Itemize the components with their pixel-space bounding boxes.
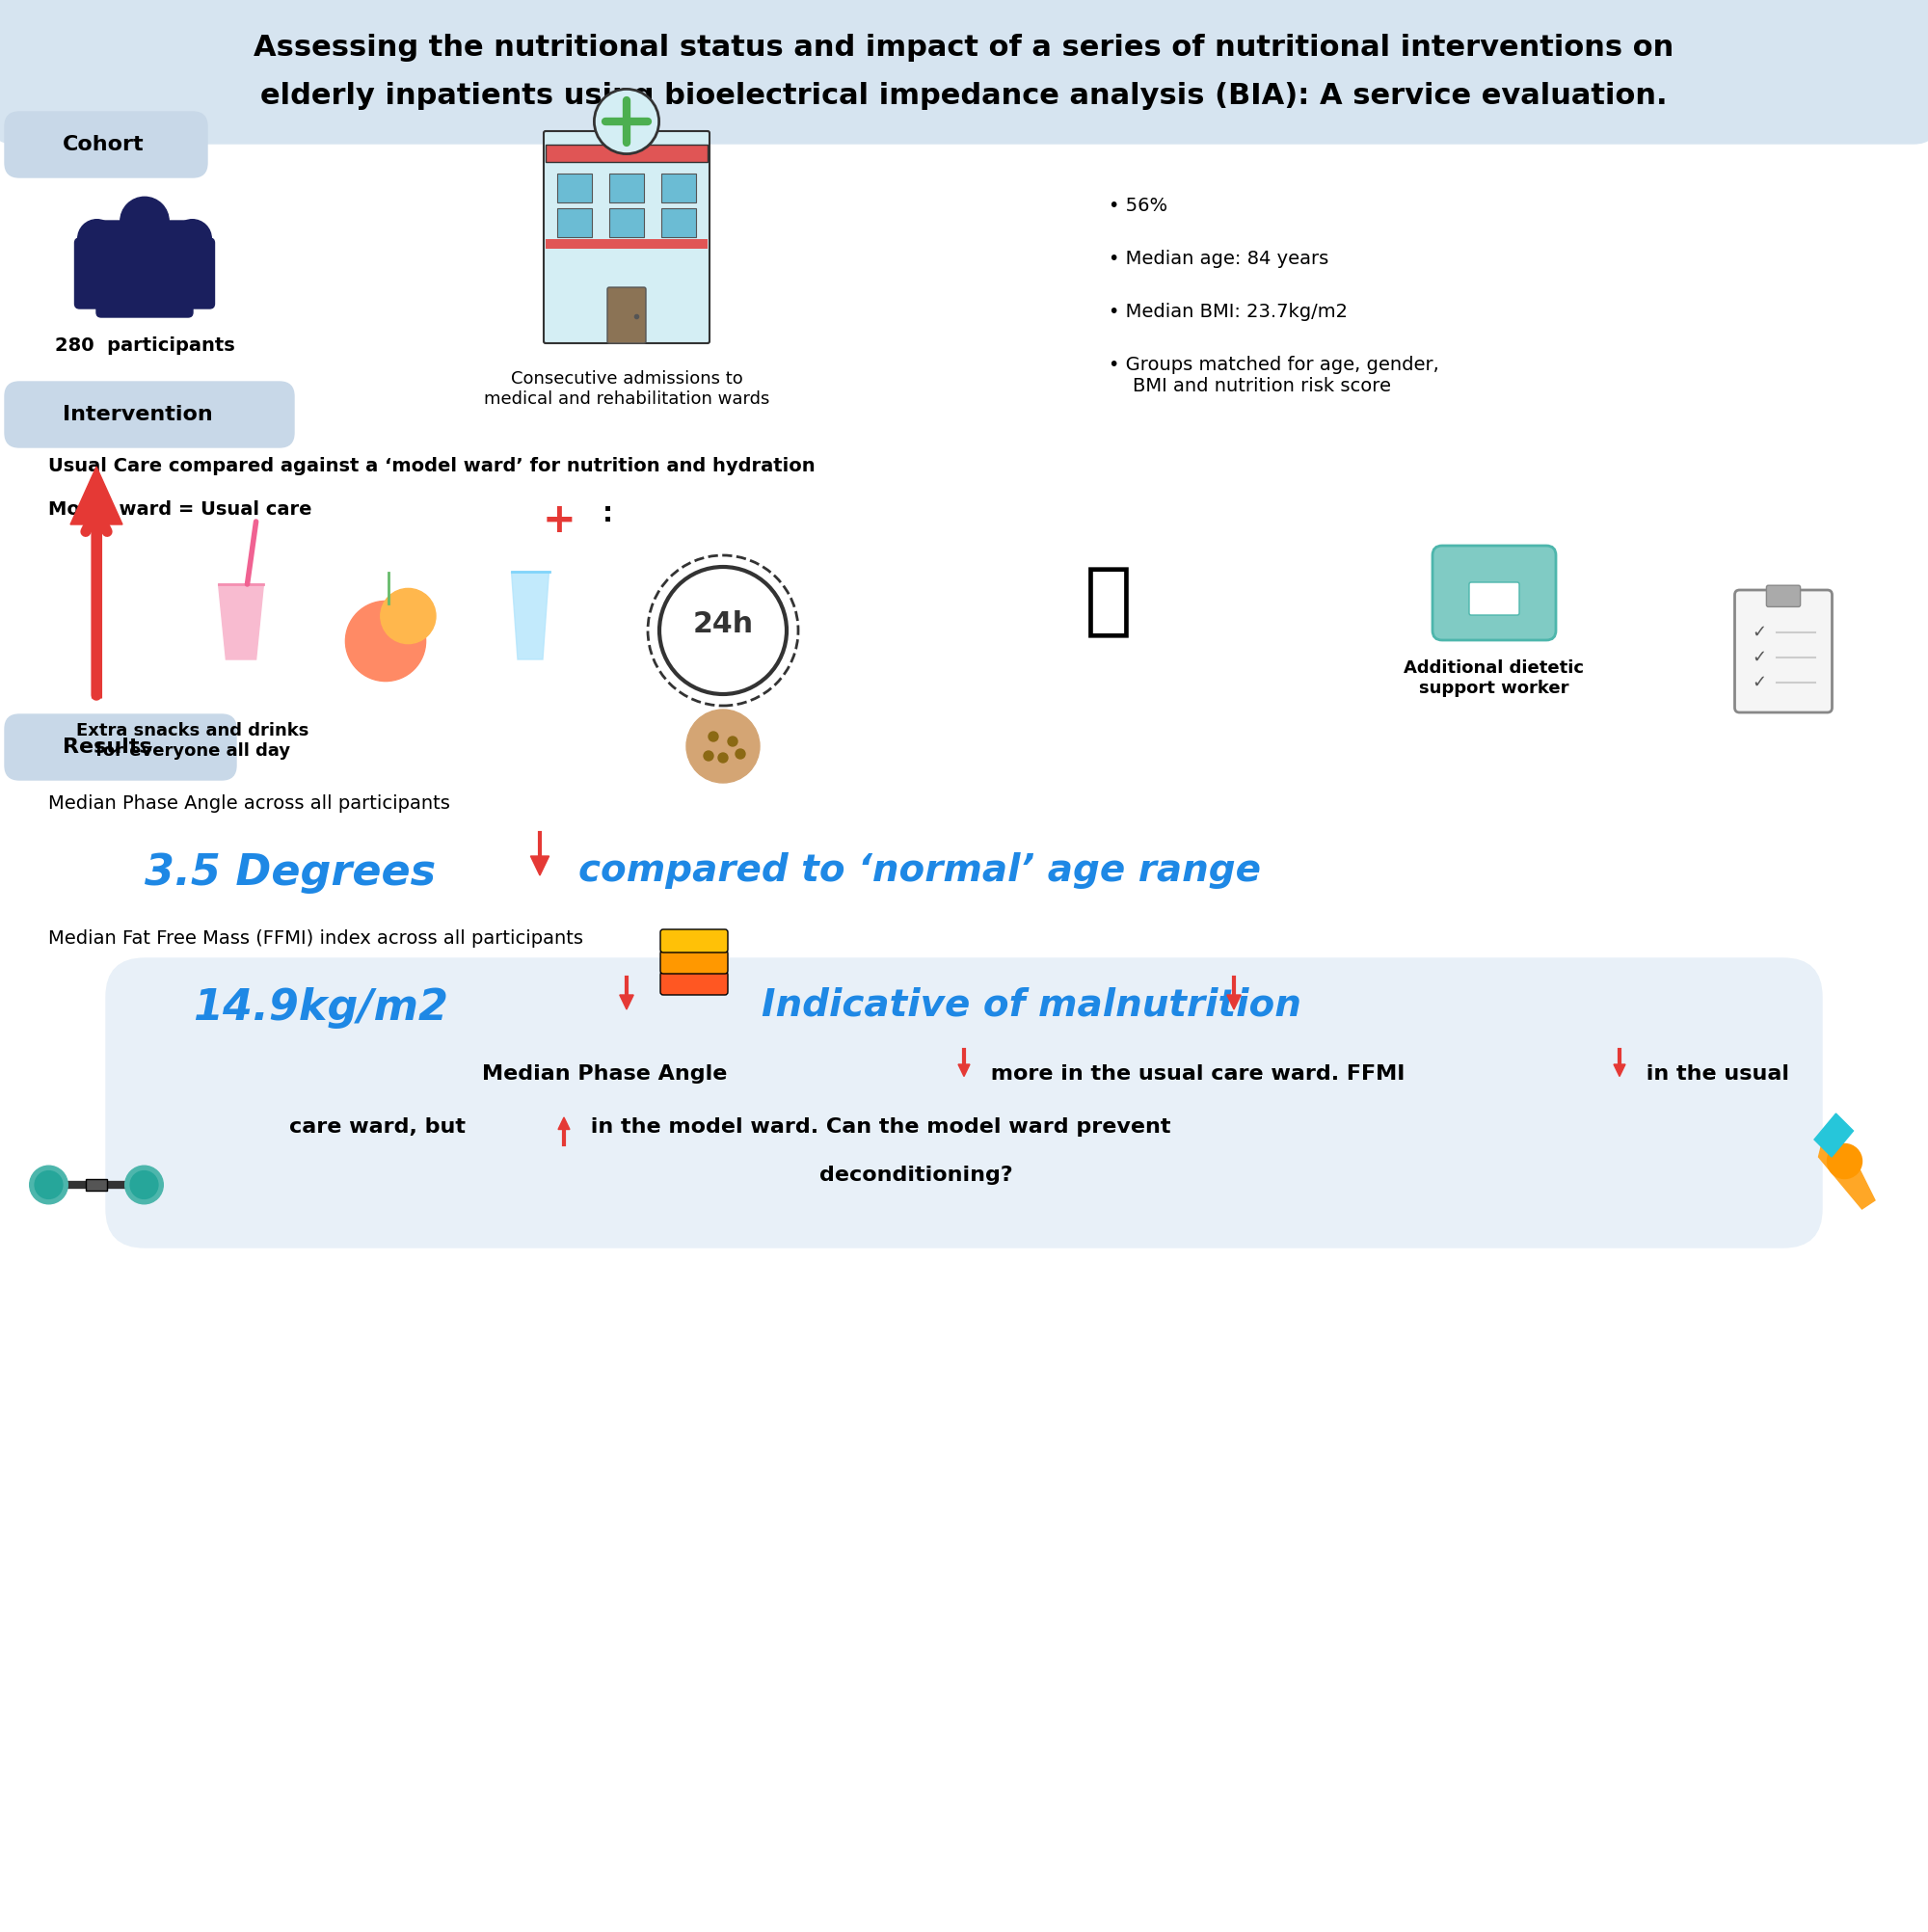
Text: Consecutive admissions to
medical and rehabilitation wards: Consecutive admissions to medical and re… [484, 371, 769, 408]
FancyBboxPatch shape [6, 715, 235, 781]
Circle shape [736, 750, 744, 759]
Text: Additional dietetic
support worker: Additional dietetic support worker [1404, 659, 1585, 697]
Text: ✓: ✓ [1753, 649, 1766, 667]
Circle shape [35, 1171, 62, 1198]
FancyBboxPatch shape [546, 145, 708, 162]
Text: 14.9kg/m2: 14.9kg/m2 [193, 987, 447, 1028]
FancyBboxPatch shape [96, 220, 193, 317]
Polygon shape [1614, 1065, 1625, 1076]
Text: deconditioning?: deconditioning? [819, 1165, 1012, 1184]
FancyBboxPatch shape [607, 288, 646, 344]
Polygon shape [1818, 1140, 1874, 1209]
Text: Assessing the nutritional status and impact of a series of nutritional intervent: Assessing the nutritional status and imp… [254, 33, 1674, 62]
FancyBboxPatch shape [1433, 545, 1556, 639]
FancyBboxPatch shape [75, 238, 120, 309]
Text: Cohort: Cohort [62, 135, 145, 155]
Text: • Groups matched for age, gender,
    BMI and nutrition risk score: • Groups matched for age, gender, BMI an… [1109, 355, 1438, 396]
Text: Extra snacks and drinks
for everyone all day: Extra snacks and drinks for everyone all… [77, 723, 308, 759]
Text: :: : [602, 500, 613, 527]
Circle shape [345, 601, 426, 682]
FancyBboxPatch shape [6, 383, 293, 448]
FancyBboxPatch shape [557, 209, 592, 238]
Text: compared to ‘normal’ age range: compared to ‘normal’ age range [578, 852, 1261, 889]
Text: Median Phase Angle across all participants: Median Phase Angle across all participan… [48, 794, 449, 813]
Text: Results: Results [62, 738, 152, 757]
Circle shape [659, 566, 787, 694]
Text: care ward, but: care ward, but [289, 1117, 467, 1136]
Text: in the usual: in the usual [1639, 1065, 1789, 1084]
Polygon shape [1814, 1113, 1853, 1157]
Circle shape [174, 220, 212, 257]
FancyBboxPatch shape [0, 0, 1928, 143]
FancyBboxPatch shape [609, 209, 644, 238]
Text: Median Phase Angle: Median Phase Angle [482, 1065, 727, 1084]
Text: 🍽: 🍽 [1084, 562, 1134, 641]
Text: ✓: ✓ [1753, 674, 1766, 692]
FancyBboxPatch shape [659, 929, 729, 952]
Text: Usual Care compared against a ‘model ward’ for nutrition and hydration: Usual Care compared against a ‘model war… [48, 458, 816, 475]
FancyBboxPatch shape [659, 972, 729, 995]
Text: +: + [542, 500, 576, 541]
Text: in the model ward. Can the model ward prevent: in the model ward. Can the model ward pr… [582, 1117, 1170, 1136]
Circle shape [77, 220, 116, 257]
Circle shape [704, 752, 713, 761]
Text: • 56%: • 56% [1109, 197, 1168, 214]
Text: 3.5 Degrees: 3.5 Degrees [145, 852, 436, 895]
Circle shape [120, 197, 170, 245]
FancyBboxPatch shape [609, 174, 644, 203]
FancyBboxPatch shape [546, 240, 708, 249]
Polygon shape [958, 1065, 970, 1076]
FancyBboxPatch shape [1735, 589, 1832, 713]
FancyBboxPatch shape [1766, 585, 1801, 607]
Polygon shape [218, 583, 264, 659]
Text: ✓: ✓ [1753, 624, 1766, 641]
Circle shape [131, 1171, 158, 1198]
FancyBboxPatch shape [170, 238, 214, 309]
FancyBboxPatch shape [1469, 582, 1519, 614]
Polygon shape [530, 856, 549, 875]
Text: • Median BMI: 23.7kg/m2: • Median BMI: 23.7kg/m2 [1109, 303, 1348, 321]
Circle shape [686, 709, 760, 782]
FancyBboxPatch shape [661, 209, 696, 238]
Text: Median Fat Free Mass (FFMI) index across all participants: Median Fat Free Mass (FFMI) index across… [48, 929, 582, 949]
Text: more in the usual care ward. FFMI: more in the usual care ward. FFMI [983, 1065, 1406, 1084]
Circle shape [594, 89, 659, 155]
Polygon shape [559, 1117, 569, 1130]
Text: elderly inpatients using bioelectrical impedance analysis (BIA): A service evalu: elderly inpatients using bioelectrical i… [260, 81, 1668, 110]
Text: 280  participants: 280 participants [54, 336, 235, 355]
Text: Intervention: Intervention [62, 406, 212, 425]
Polygon shape [69, 468, 123, 524]
Circle shape [729, 736, 736, 746]
Circle shape [1828, 1144, 1862, 1179]
Text: Indicative of malnutrition: Indicative of malnutrition [762, 987, 1301, 1024]
Circle shape [29, 1165, 67, 1204]
FancyBboxPatch shape [544, 131, 710, 344]
Polygon shape [1226, 995, 1242, 1009]
Polygon shape [511, 572, 549, 659]
Circle shape [710, 732, 717, 742]
Text: Model ward = Usual care: Model ward = Usual care [48, 500, 312, 518]
FancyBboxPatch shape [106, 958, 1822, 1248]
FancyBboxPatch shape [6, 112, 208, 178]
FancyBboxPatch shape [87, 1179, 106, 1190]
FancyBboxPatch shape [557, 174, 592, 203]
FancyBboxPatch shape [661, 174, 696, 203]
Text: 24h: 24h [692, 611, 754, 639]
Circle shape [380, 589, 436, 643]
Polygon shape [619, 995, 634, 1009]
FancyBboxPatch shape [659, 951, 729, 974]
Text: • Median age: 84 years: • Median age: 84 years [1109, 249, 1328, 269]
Circle shape [717, 753, 729, 763]
Circle shape [125, 1165, 164, 1204]
